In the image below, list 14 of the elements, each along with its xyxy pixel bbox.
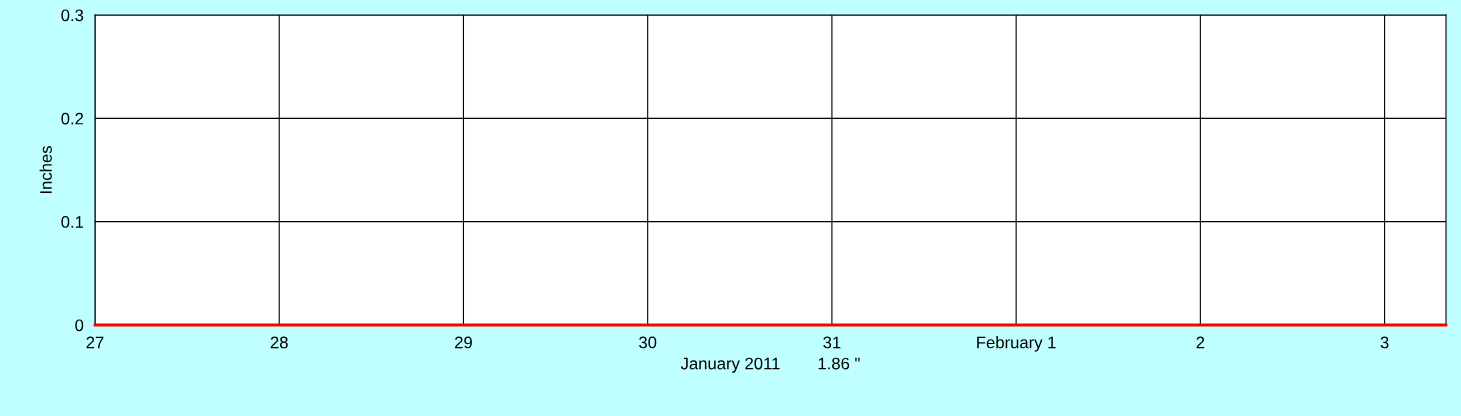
y-axis-title: Inches — [39, 146, 52, 194]
y-tick-label: 0.2 — [61, 112, 84, 125]
y-tick-label: 0.3 — [61, 9, 84, 22]
x-tick-label: 28 — [270, 336, 288, 349]
y-tick-label: 0 — [75, 319, 84, 332]
y-tick-label: 0.1 — [61, 216, 84, 228]
x-tick-label: 2 — [1196, 336, 1205, 349]
x-tick-label: February 1 — [977, 336, 1056, 352]
x-tick-label: 30 — [639, 336, 657, 349]
x-tick-label: 29 — [455, 336, 472, 349]
x-tick-label: 31 — [823, 336, 841, 349]
x-axis-title: January 2011 1.86 " — [680, 357, 860, 373]
x-tick-label: 3 — [1380, 336, 1389, 349]
x-tick-label: 27 — [86, 336, 104, 349]
